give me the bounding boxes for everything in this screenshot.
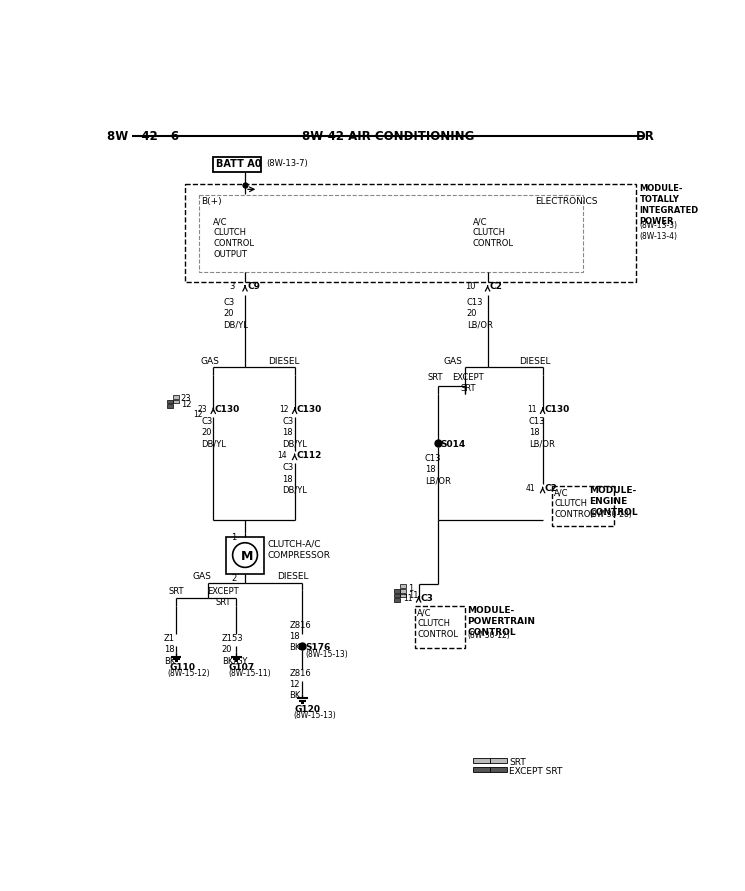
Text: C13
20
LB/OR: C13 20 LB/OR xyxy=(466,298,492,329)
Bar xyxy=(173,395,179,399)
Text: C2: C2 xyxy=(490,282,503,291)
Text: 11: 11 xyxy=(404,593,413,602)
Text: 12: 12 xyxy=(279,405,289,414)
Text: A/C
CLUTCH
CONTROL: A/C CLUTCH CONTROL xyxy=(473,217,514,249)
Text: 41: 41 xyxy=(525,484,535,494)
Text: GAS: GAS xyxy=(443,356,463,365)
Text: DIESEL: DIESEL xyxy=(268,356,299,365)
Text: C130: C130 xyxy=(297,405,321,414)
Text: C3
20
DB/YL: C3 20 DB/YL xyxy=(202,417,226,448)
Text: C13
18
LB/OR: C13 18 LB/OR xyxy=(425,454,451,486)
Text: (8W-15-13): (8W-15-13) xyxy=(305,650,348,658)
Text: 1: 1 xyxy=(408,584,413,593)
Bar xyxy=(185,184,635,282)
Text: DR: DR xyxy=(635,130,655,143)
Text: SRT: SRT xyxy=(510,757,526,766)
Text: ELECTRONICS: ELECTRONICS xyxy=(535,197,597,206)
Bar xyxy=(473,757,490,763)
Bar xyxy=(400,593,406,597)
Bar xyxy=(394,598,400,602)
Text: C3
18
DB/YL: C3 18 DB/YL xyxy=(282,463,307,495)
Text: 1: 1 xyxy=(231,533,236,542)
Text: GAS: GAS xyxy=(200,356,219,365)
Text: MODULE-
POWERTRAIN
CONTROL: MODULE- POWERTRAIN CONTROL xyxy=(467,606,536,637)
Bar xyxy=(167,405,173,408)
Text: (8W-13-3)
(8W-13-4): (8W-13-3) (8W-13-4) xyxy=(639,221,677,241)
Text: B(+): B(+) xyxy=(202,197,222,206)
Text: MODULE-
TOTALLY
INTEGRATED
POWER: MODULE- TOTALLY INTEGRATED POWER xyxy=(639,184,699,226)
Text: 11: 11 xyxy=(527,405,536,414)
Text: 12: 12 xyxy=(181,399,191,408)
Text: Z153
20
BK/GY: Z153 20 BK/GY xyxy=(222,634,247,666)
Text: C112: C112 xyxy=(297,451,322,460)
Bar xyxy=(173,399,179,404)
Text: A/C
CLUTCH
CONTROL: A/C CLUTCH CONTROL xyxy=(417,609,458,640)
Text: M: M xyxy=(241,550,253,563)
Text: 23: 23 xyxy=(197,405,207,414)
Bar xyxy=(490,767,507,772)
Text: C3
18
DB/YL: C3 18 DB/YL xyxy=(282,417,307,448)
Text: C130: C130 xyxy=(215,405,240,414)
Text: EXCEPT
SRT: EXCEPT SRT xyxy=(208,586,239,607)
Text: C9: C9 xyxy=(247,282,260,291)
Text: C130: C130 xyxy=(544,405,569,414)
Text: 14: 14 xyxy=(277,451,287,460)
Text: 2: 2 xyxy=(231,574,236,583)
Text: 3: 3 xyxy=(229,282,235,291)
Text: 8W-42 AIR CONDITIONING: 8W-42 AIR CONDITIONING xyxy=(302,130,475,143)
Text: 23: 23 xyxy=(181,394,191,403)
Text: Z1
18
BK: Z1 18 BK xyxy=(164,634,175,666)
Text: S014: S014 xyxy=(440,439,466,448)
Text: SRT: SRT xyxy=(427,373,443,382)
Text: (8W-30-12): (8W-30-12) xyxy=(467,631,510,640)
Text: G110: G110 xyxy=(169,663,195,672)
Text: BATT A0: BATT A0 xyxy=(215,159,261,168)
Text: GAS: GAS xyxy=(192,572,211,581)
Bar xyxy=(226,536,264,574)
Text: 11: 11 xyxy=(408,592,418,601)
Text: (8W-15-13): (8W-15-13) xyxy=(293,711,336,720)
Text: S176: S176 xyxy=(305,642,331,652)
Text: 12: 12 xyxy=(193,410,203,419)
Text: 8W - 42 - 6: 8W - 42 - 6 xyxy=(107,130,180,143)
Text: C3
20
DB/YL: C3 20 DB/YL xyxy=(224,298,248,329)
Text: Z816
12
BK: Z816 12 BK xyxy=(289,669,311,700)
Text: G107: G107 xyxy=(229,663,255,672)
Text: SRT: SRT xyxy=(168,586,184,595)
Bar xyxy=(400,584,406,588)
Bar xyxy=(167,399,173,404)
Text: C2: C2 xyxy=(544,484,557,494)
Text: A/C
CLUTCH
CONTROL
OUTPUT: A/C CLUTCH CONTROL OUTPUT xyxy=(213,217,254,259)
Bar xyxy=(213,157,261,172)
Bar xyxy=(394,593,400,597)
Text: (8W-15-12): (8W-15-12) xyxy=(168,669,210,678)
Text: DIESEL: DIESEL xyxy=(278,572,309,581)
Bar xyxy=(552,486,614,526)
Text: Z816
18
BK: Z816 18 BK xyxy=(289,621,311,652)
Text: EXCEPT SRT: EXCEPT SRT xyxy=(510,767,562,776)
Text: CLUTCH-A/C
COMPRESSOR: CLUTCH-A/C COMPRESSOR xyxy=(267,540,331,560)
Text: DIESEL: DIESEL xyxy=(519,356,551,365)
Bar xyxy=(200,195,583,273)
Text: (8W-15-11): (8W-15-11) xyxy=(228,669,270,678)
Bar xyxy=(394,589,400,593)
Text: EXCEPT
SRT: EXCEPT SRT xyxy=(452,373,484,394)
Text: (8W-30-28): (8W-30-28) xyxy=(589,511,632,519)
Text: A/C
CLUTCH
CONTROL: A/C CLUTCH CONTROL xyxy=(554,488,595,519)
Text: (8W-13-7): (8W-13-7) xyxy=(266,159,308,168)
Text: G120: G120 xyxy=(294,705,320,715)
Bar xyxy=(473,767,490,772)
Text: C13
18
LB/OR: C13 18 LB/OR xyxy=(529,417,554,448)
Bar xyxy=(490,757,507,763)
Text: 10: 10 xyxy=(465,282,475,291)
Bar xyxy=(415,606,465,649)
Bar xyxy=(400,589,406,593)
Text: MODULE-
ENGINE
CONTROL: MODULE- ENGINE CONTROL xyxy=(589,486,638,517)
Text: C3: C3 xyxy=(420,593,433,602)
